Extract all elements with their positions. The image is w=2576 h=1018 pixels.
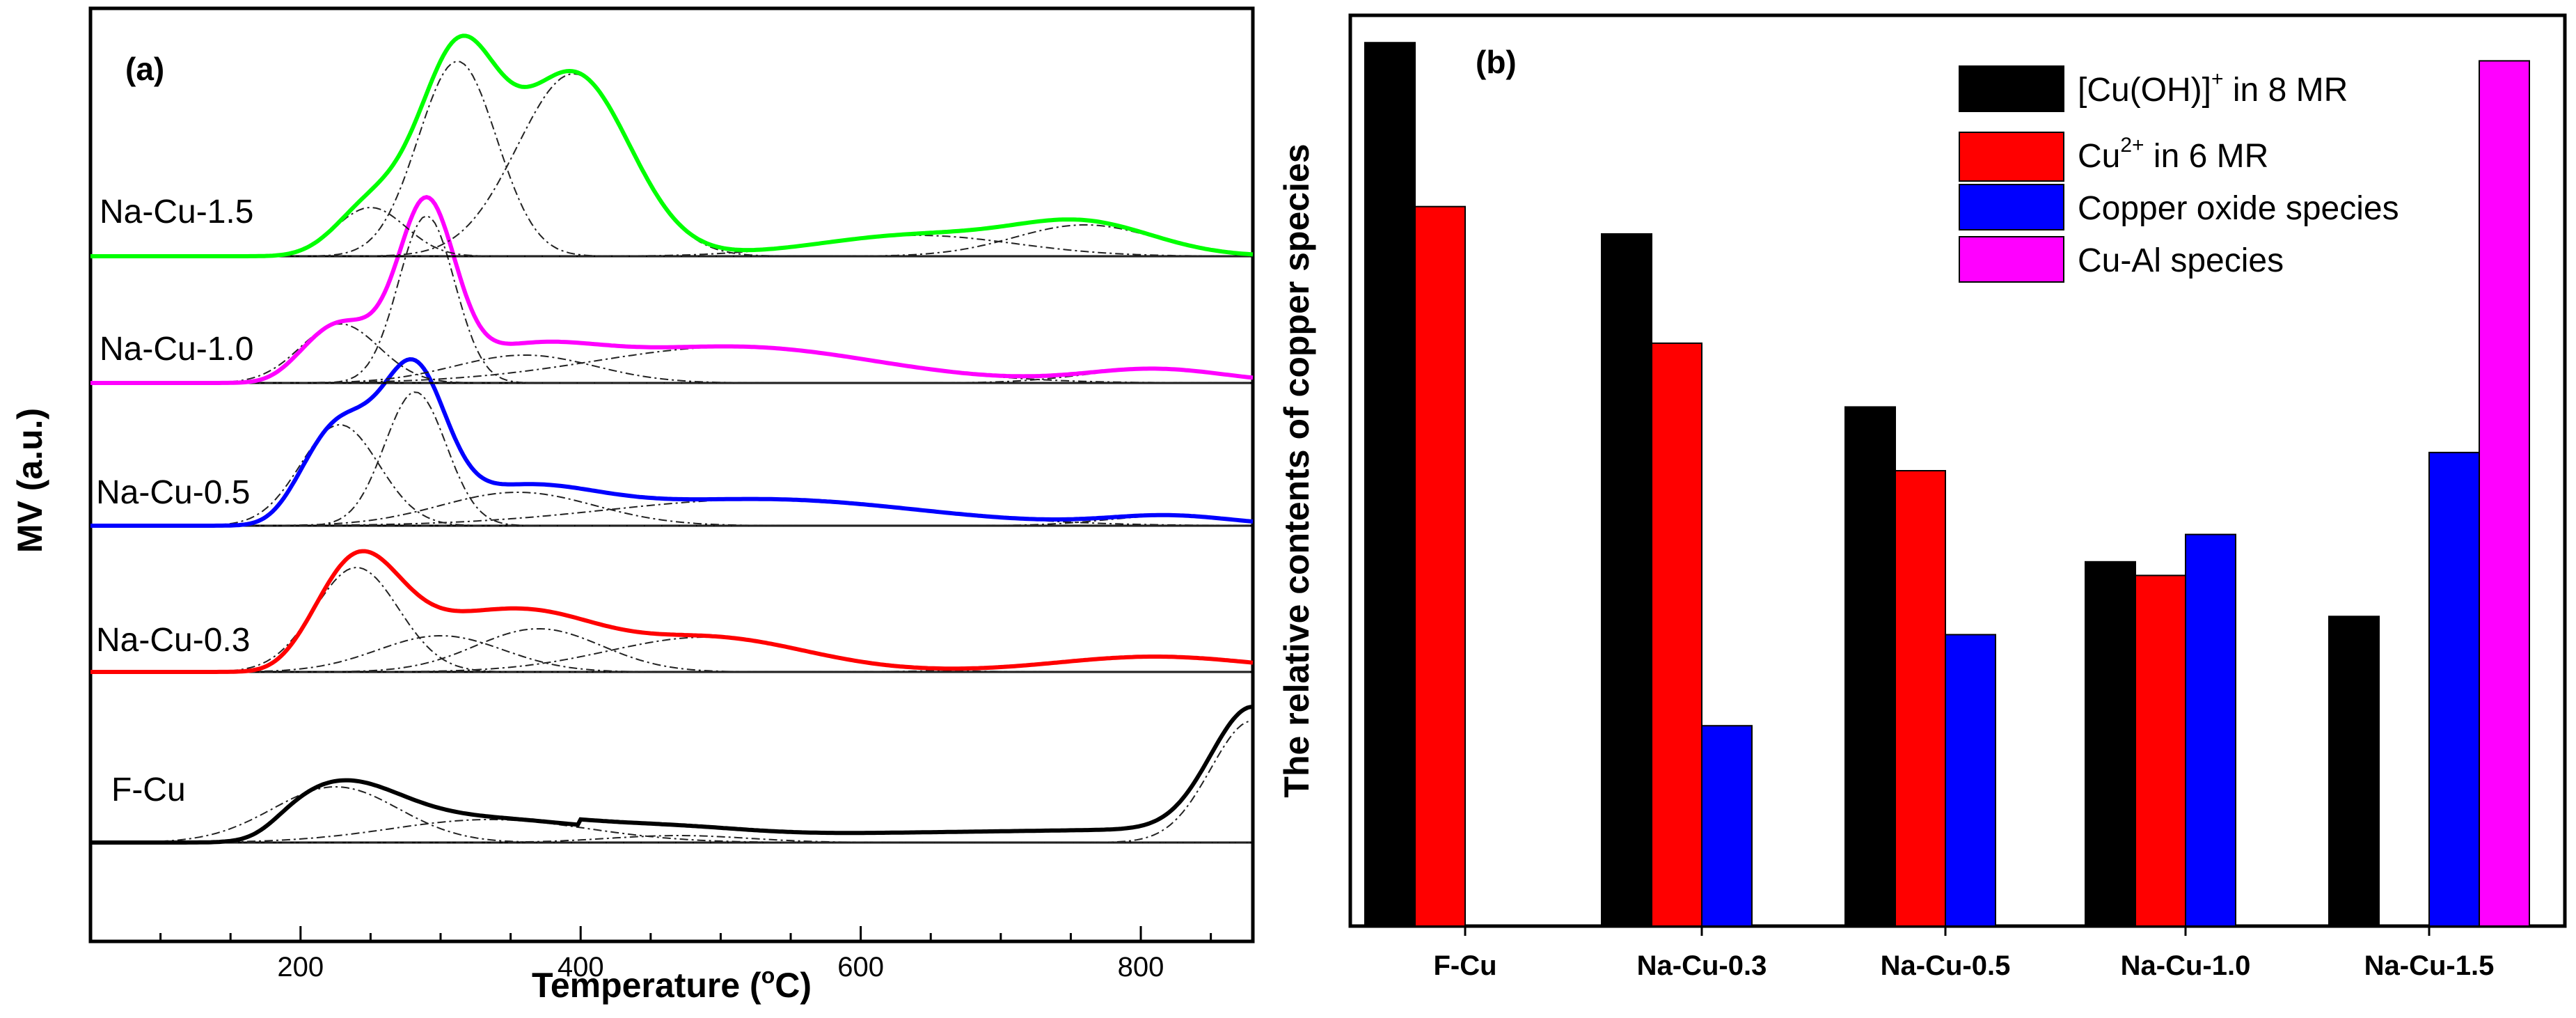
curve-label-Na-Cu-1.5: Na-Cu-1.5 (100, 194, 253, 230)
panel-b-label: (b) (1476, 44, 1517, 80)
panel-a: F-Cu Na-Cu-0.3 Na-Cu-0.5 Na-Cu-1.0 Na-Cu-1.5… (10, 6, 1255, 1005)
curve-label-Na-Cu-0.3: Na-Cu-0.3 (96, 622, 250, 659)
legend-label-rest: in 6 MR (2144, 138, 2269, 175)
x-tick-label-200: 200 (277, 952, 324, 982)
legend-label-2: Cu2+ in 6 MR (2078, 134, 2268, 175)
curve-group-Na-Cu-0.5: Na-Cu-0.5 (90, 357, 1254, 528)
legend-label-4: Cu-Al species (2078, 242, 2284, 279)
legend-swatch-3 (1959, 184, 2064, 230)
legend-label-1: [Cu(OH)]+ in 8 MR (2078, 68, 2348, 109)
fit-component-Na-Cu-1.5-5 (90, 224, 1251, 257)
bar-F-Cu-2 (1414, 205, 1466, 927)
curve-group-Na-Cu-1.0: Na-Cu-1.0 (90, 194, 1254, 385)
bar-group-F-Cu (1364, 42, 1466, 927)
x-title-degree: o (761, 963, 775, 988)
bar-Na-Cu-1.0-1 (2085, 561, 2136, 927)
legend-label-base: Copper oxide species (2078, 190, 2399, 227)
bar-Na-Cu-0.3-1 (1601, 233, 1652, 927)
legend-swatch-2 (1959, 132, 2064, 182)
fit-component-Na-Cu-1.5-2 (90, 61, 1250, 257)
fit-component-Na-Cu-0.5-2 (90, 391, 1250, 526)
panel-a-label: (a) (125, 51, 164, 87)
panel-b-bars (1364, 42, 2530, 927)
legend-label-base: Cu-Al species (2078, 242, 2284, 279)
category-label-Na-Cu-1.0: Na-Cu-1.0 (2121, 950, 2251, 981)
curve-group-F-Cu: F-Cu (90, 705, 1254, 845)
bar-Na-Cu-0.3-2 (1651, 342, 1702, 927)
legend-entry-4: Cu-Al species (1959, 236, 2284, 283)
fit-component-F-Cu-4 (90, 720, 1251, 843)
bar-Na-Cu-1.0-2 (2135, 574, 2186, 927)
curve-label-Na-Cu-1.0: Na-Cu-1.0 (100, 331, 253, 368)
curve-Na-Cu-1.5 (90, 33, 1254, 258)
curve-Na-Cu-1.0 (90, 194, 1254, 385)
x-title-prefix: Temperature ( (532, 966, 761, 1005)
legend: [Cu(OH)]+ in 8 MR Cu2+ in 6 MR Copper oxid… (1959, 65, 2399, 283)
category-label-Na-Cu-0.5: Na-Cu-0.5 (1881, 950, 2011, 981)
panel-b-x-ticks: F-Cu Na-Cu-0.3 Na-Cu-0.5 Na-Cu-1.0 Na-Cu-1.5 (1433, 926, 2494, 981)
category-label-Na-Cu-0.3: Na-Cu-0.3 (1637, 950, 1767, 981)
x-tick-label-600: 600 (837, 952, 884, 982)
bar-Na-Cu-0.5-2 (1895, 470, 1946, 927)
legend-swatch-1 (1959, 65, 2064, 112)
fit-component-Na-Cu-0.5-1 (90, 424, 1250, 526)
curve-label-Na-Cu-0.5: Na-Cu-0.5 (96, 474, 250, 511)
bar-group-Na-Cu-1.5 (2328, 60, 2530, 927)
bar-group-Na-Cu-1.0 (2085, 533, 2236, 927)
bar-group-Na-Cu-0.5 (1844, 406, 1996, 927)
legend-label-sup: 2+ (2120, 134, 2144, 157)
bar-Na-Cu-1.0-3 (2185, 533, 2236, 927)
category-label-Na-Cu-1.5: Na-Cu-1.5 (2364, 950, 2495, 981)
fit-component-Na-Cu-1.0-2 (90, 214, 1250, 384)
legend-swatch-4 (1959, 236, 2064, 283)
fit-component-Na-Cu-1.0-5 (90, 368, 1251, 384)
fit-component-Na-Cu-1.5-3 (90, 72, 1250, 257)
bar-Na-Cu-0.3-3 (1701, 725, 1753, 927)
curve-Na-Cu-0.5 (90, 357, 1254, 528)
curve-Na-Cu-0.3 (90, 549, 1254, 674)
legend-label-base: [Cu(OH)] (2078, 72, 2211, 109)
panel-a-y-axis-title: MV (a.u.) (10, 408, 49, 553)
panel-b: F-Cu Na-Cu-0.3 Na-Cu-0.5 Na-Cu-1.0 Na-Cu-1.5… (1277, 13, 2567, 981)
x-tick-label-800: 800 (1118, 952, 1164, 982)
legend-entry-2: Cu2+ in 6 MR (1959, 132, 2268, 182)
fit-component-Na-Cu-0.3-1 (90, 567, 1250, 673)
bar-Na-Cu-1.5-3 (2428, 451, 2480, 927)
bar-Na-Cu-1.5-4 (2479, 60, 2530, 927)
fit-component-F-Cu-1 (90, 785, 1250, 843)
x-tick-label-400: 400 (558, 952, 604, 982)
bar-Na-Cu-0.5-3 (1945, 634, 1996, 927)
panel-b-y-axis-title: The relative contents of copper species (1277, 143, 1316, 797)
fit-component-Na-Cu-1.5-4 (90, 235, 1250, 257)
panel-a-x-ticks: 200 400 600 800 (159, 926, 1212, 982)
legend-entry-1: [Cu(OH)]+ in 8 MR (1959, 65, 2348, 112)
fit-component-F-Cu-2 (90, 819, 1250, 843)
legend-label-base: Cu (2078, 138, 2120, 175)
bar-Na-Cu-0.5-1 (1844, 406, 1896, 927)
category-label-F-Cu: F-Cu (1433, 950, 1496, 981)
legend-label-rest: in 8 MR (2224, 72, 2348, 109)
curve-group-Na-Cu-1.5: Na-Cu-1.5 (90, 33, 1254, 258)
curve-label-F-Cu: F-Cu (111, 772, 186, 808)
panel-a-curves: F-Cu Na-Cu-0.3 Na-Cu-0.5 Na-Cu-1.0 Na-Cu-1.5 (90, 33, 1254, 845)
fit-component-Na-Cu-0.3-5 (90, 656, 1251, 673)
curve-F-Cu (90, 705, 1254, 845)
bar-F-Cu-1 (1364, 42, 1416, 927)
legend-label-sup: + (2211, 68, 2224, 91)
bar-Na-Cu-1.5-1 (2328, 616, 2380, 927)
panel-a-x-axis-title: Temperature (oC) (532, 963, 812, 1005)
fit-component-Na-Cu-0.5-5 (90, 515, 1251, 526)
bar-group-Na-Cu-0.3 (1601, 233, 1753, 927)
panel-a-frame (88, 6, 1255, 943)
x-title-suffix: C) (775, 966, 812, 1005)
legend-entry-3: Copper oxide species (1959, 184, 2399, 230)
legend-label-3: Copper oxide species (2078, 190, 2399, 227)
curve-group-Na-Cu-0.3: Na-Cu-0.3 (90, 549, 1254, 674)
